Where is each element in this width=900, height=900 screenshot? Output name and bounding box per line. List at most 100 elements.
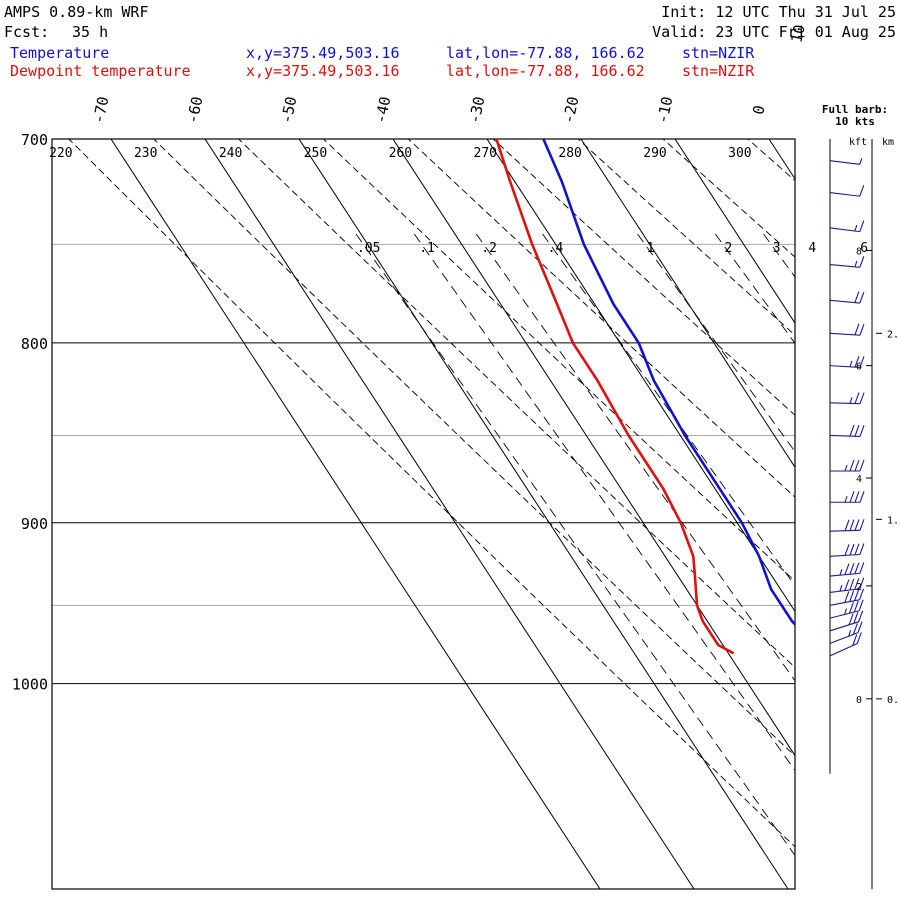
wind-barb-flag — [859, 220, 865, 232]
theta-label-270: 270 — [474, 146, 497, 161]
isotherm-label--40: -40 — [371, 95, 394, 125]
wind-barb-flag — [849, 491, 855, 503]
wind-barb-half-flag — [839, 569, 843, 576]
wind-barb-flag — [854, 459, 860, 472]
mixing-ratio-label-0: .05 — [357, 241, 380, 256]
wind-barb-flag — [854, 425, 860, 437]
isotherm-0 — [768, 139, 795, 180]
wind-barb-flag — [848, 602, 854, 614]
mixing-ratio-lines — [355, 233, 900, 882]
dry-adiabat-220 — [68, 139, 795, 848]
wind-barb — [829, 424, 865, 437]
mixing-ratio-line-2 — [475, 233, 795, 682]
forecast-label: Fcst: — [4, 23, 50, 41]
wind-barb-half-flag — [854, 224, 858, 232]
theta-label-290: 290 — [643, 146, 666, 161]
wind-barb-flag — [852, 623, 858, 635]
dry-adiabat-250 — [322, 139, 795, 582]
wind-barb-flag — [849, 424, 855, 437]
wind-barb-flag — [859, 392, 865, 404]
wind-barb-flag — [859, 491, 865, 503]
wind-barb — [829, 588, 865, 606]
isotherm--30 — [486, 139, 795, 613]
temperature-latlon: lat,lon=-77.88, 166.62 — [446, 44, 645, 62]
forecast-value: 35 h — [72, 23, 109, 41]
wind-barb-flag — [854, 562, 860, 575]
wind-barb — [829, 562, 865, 577]
theta-label-230: 230 — [134, 146, 157, 161]
wind-barb-flag — [854, 589, 860, 601]
height-label-kft: 6 — [856, 362, 862, 373]
wind-barb-flag — [849, 459, 855, 472]
wind-barb-flag — [852, 634, 858, 646]
wind-barb-flag — [854, 491, 860, 503]
theta-label-220: 220 — [49, 146, 72, 161]
wind-barb-flag — [844, 544, 850, 556]
mixing-ratio-label-3: .4 — [548, 241, 564, 256]
wind-barb — [829, 519, 865, 532]
temperature-line — [542, 139, 795, 627]
wind-barb — [829, 256, 865, 268]
wind-barb-flag — [844, 563, 850, 575]
height-label-km: 0. — [887, 695, 899, 706]
mixing-ratio-line-6 — [763, 233, 795, 278]
wind-barb-flag — [854, 543, 860, 555]
barb-legend-line1: Full barb: — [822, 103, 888, 116]
wind-barb-shaft — [829, 632, 859, 644]
mixing-ratio-label-1: .1 — [419, 241, 435, 256]
dry-adiabats — [68, 139, 795, 848]
major-isobars — [52, 139, 795, 685]
wind-barb-flag — [854, 323, 860, 336]
init-time: Init: 12 UTC Thu 31 Jul 25 — [661, 3, 896, 21]
isotherm--10 — [674, 139, 795, 324]
wind-barb-flag — [849, 519, 855, 531]
dry-adiabat-230 — [153, 139, 795, 757]
wind-barb-half-flag — [844, 496, 848, 503]
wind-barb-half-flag — [849, 397, 853, 404]
minor-isobars — [52, 243, 795, 606]
isotherm--40 — [392, 139, 795, 757]
wind-barb-flag — [858, 599, 864, 612]
mixing-ratio-line-3 — [542, 233, 795, 587]
wind-barb — [829, 632, 862, 657]
dry-adiabat-240 — [237, 139, 795, 668]
wind-barb — [829, 355, 865, 369]
wind-barb-flag — [859, 425, 865, 437]
wind-barb — [829, 185, 865, 197]
height-label-kft: 2 — [856, 582, 862, 593]
wind-barb-flag — [856, 632, 862, 644]
wind-barb-flag — [853, 600, 859, 613]
height-label-kft: 8 — [856, 246, 862, 257]
pressure-axis-labels: 700 800 900 1000 — [12, 131, 48, 694]
wind-barb-flag — [853, 612, 859, 624]
dewpoint-station: stn=NZIR — [682, 62, 755, 80]
isotherm-label-10: 10 — [787, 23, 808, 44]
wind-barb-half-flag — [848, 630, 852, 637]
height-label-km: 2. — [887, 329, 899, 340]
isotherm--20 — [580, 139, 795, 469]
dry-adiabat-270 — [492, 139, 795, 416]
mixing-ratio-label-5: 2 — [725, 241, 733, 256]
wind-barb-shaft — [829, 160, 860, 165]
isotherm-label-0: 0 — [749, 104, 768, 117]
wind-barb — [830, 459, 865, 472]
wind-barb — [829, 577, 865, 593]
pressure-label-1000: 1000 — [12, 676, 48, 694]
wind-barb-flag — [849, 543, 855, 556]
wind-barb-half-flag — [854, 260, 858, 268]
wind-barb-flag — [859, 577, 865, 589]
wind-barb — [829, 392, 865, 405]
isotherm--60 — [204, 139, 695, 889]
wind-barb-flag — [859, 459, 865, 472]
isotherm--70 — [110, 139, 601, 889]
wind-barb-flag — [854, 519, 860, 531]
wind-barb — [829, 158, 863, 165]
wind-barb — [829, 621, 863, 644]
wind-barb-flag — [849, 578, 855, 591]
theta-label-300: 300 — [728, 146, 751, 161]
isotherm-label--60: -60 — [183, 95, 206, 125]
valid-time: Valid: 23 UTC Fri 01 Aug 25 — [652, 23, 896, 41]
mixing-ratio-line-7 — [799, 234, 900, 882]
wind-barb — [829, 610, 864, 632]
